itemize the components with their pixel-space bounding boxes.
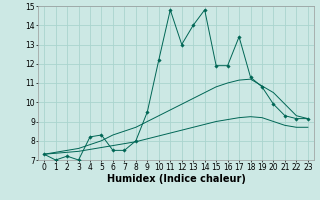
- X-axis label: Humidex (Indice chaleur): Humidex (Indice chaleur): [107, 174, 245, 184]
